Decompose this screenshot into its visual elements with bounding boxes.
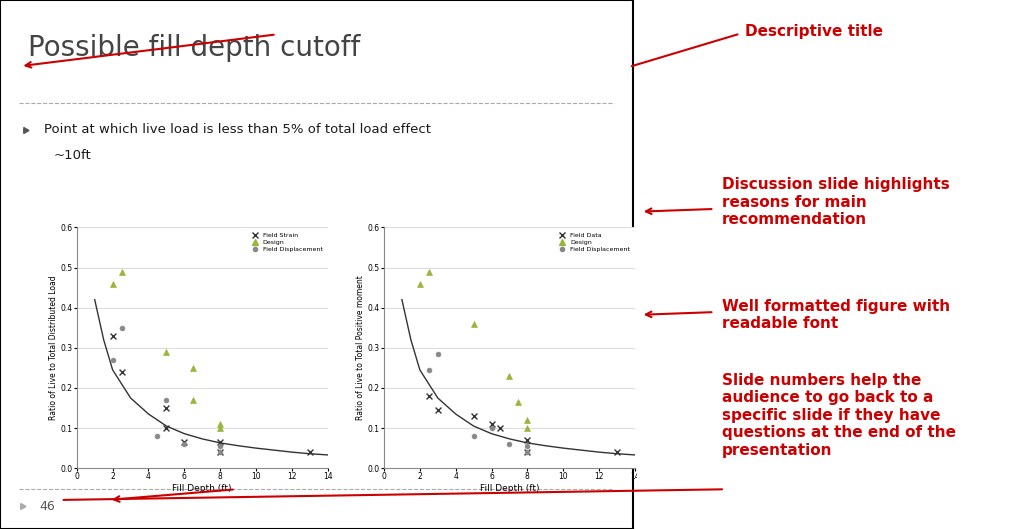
Legend: Field Strain, Design, Field Displacement: Field Strain, Design, Field Displacement xyxy=(250,231,325,254)
Point xyxy=(176,438,193,446)
Point xyxy=(158,404,174,412)
Point xyxy=(212,448,228,457)
Point xyxy=(502,440,517,449)
Point xyxy=(421,267,437,276)
Point xyxy=(104,355,121,364)
X-axis label: Fill Depth (ft): Fill Depth (ft) xyxy=(172,484,232,493)
Point xyxy=(158,424,174,432)
Text: Possible fill depth cutoff: Possible fill depth cutoff xyxy=(29,34,360,62)
Point xyxy=(608,448,625,457)
Point xyxy=(185,396,202,404)
Point xyxy=(212,442,228,450)
Point xyxy=(104,279,121,288)
Y-axis label: Ratio of Live to Total Distributed Load: Ratio of Live to Total Distributed Load xyxy=(49,276,57,420)
Point xyxy=(301,448,317,457)
Point xyxy=(212,424,228,432)
Point xyxy=(519,448,536,457)
Point xyxy=(483,424,500,432)
Text: Well formatted figure with
readable font: Well formatted figure with readable font xyxy=(722,299,950,331)
Legend: Field Data, Design, Field Displacement: Field Data, Design, Field Displacement xyxy=(557,231,632,254)
Point xyxy=(483,420,500,428)
Point xyxy=(150,432,166,440)
Point xyxy=(519,448,536,457)
Text: 46: 46 xyxy=(39,500,55,513)
Point xyxy=(493,424,509,432)
Point xyxy=(510,398,526,406)
Point xyxy=(465,320,482,328)
Point xyxy=(212,420,228,428)
Point xyxy=(465,412,482,420)
Point xyxy=(212,438,228,446)
Point xyxy=(519,442,536,450)
Point xyxy=(430,406,446,414)
Point xyxy=(465,432,482,440)
X-axis label: Fill Depth (ft): Fill Depth (ft) xyxy=(479,484,540,493)
Point xyxy=(412,279,428,288)
Point xyxy=(114,324,130,332)
Point xyxy=(114,267,130,276)
Point xyxy=(158,348,174,356)
Text: Descriptive title: Descriptive title xyxy=(745,24,884,39)
Point xyxy=(519,436,536,444)
Point xyxy=(430,350,446,358)
Point xyxy=(421,391,437,400)
Text: Slide numbers help the
audience to go back to a
specific slide if they have
ques: Slide numbers help the audience to go ba… xyxy=(722,373,956,458)
Point xyxy=(114,368,130,376)
Point xyxy=(104,332,121,340)
Point xyxy=(185,363,202,372)
Point xyxy=(421,366,437,374)
Y-axis label: Ratio of Live to Total Positive moment: Ratio of Live to Total Positive moment xyxy=(356,276,365,420)
Text: Discussion slide highlights
reasons for main
recommendation: Discussion slide highlights reasons for … xyxy=(722,177,950,227)
Point xyxy=(519,424,536,432)
Point xyxy=(212,448,228,457)
Point xyxy=(176,440,193,449)
Text: ~10ft: ~10ft xyxy=(54,149,91,162)
Point xyxy=(158,396,174,404)
Text: Point at which live load is less than 5% of total load effect: Point at which live load is less than 5%… xyxy=(44,123,431,136)
Point xyxy=(502,372,517,380)
Point xyxy=(519,416,536,424)
